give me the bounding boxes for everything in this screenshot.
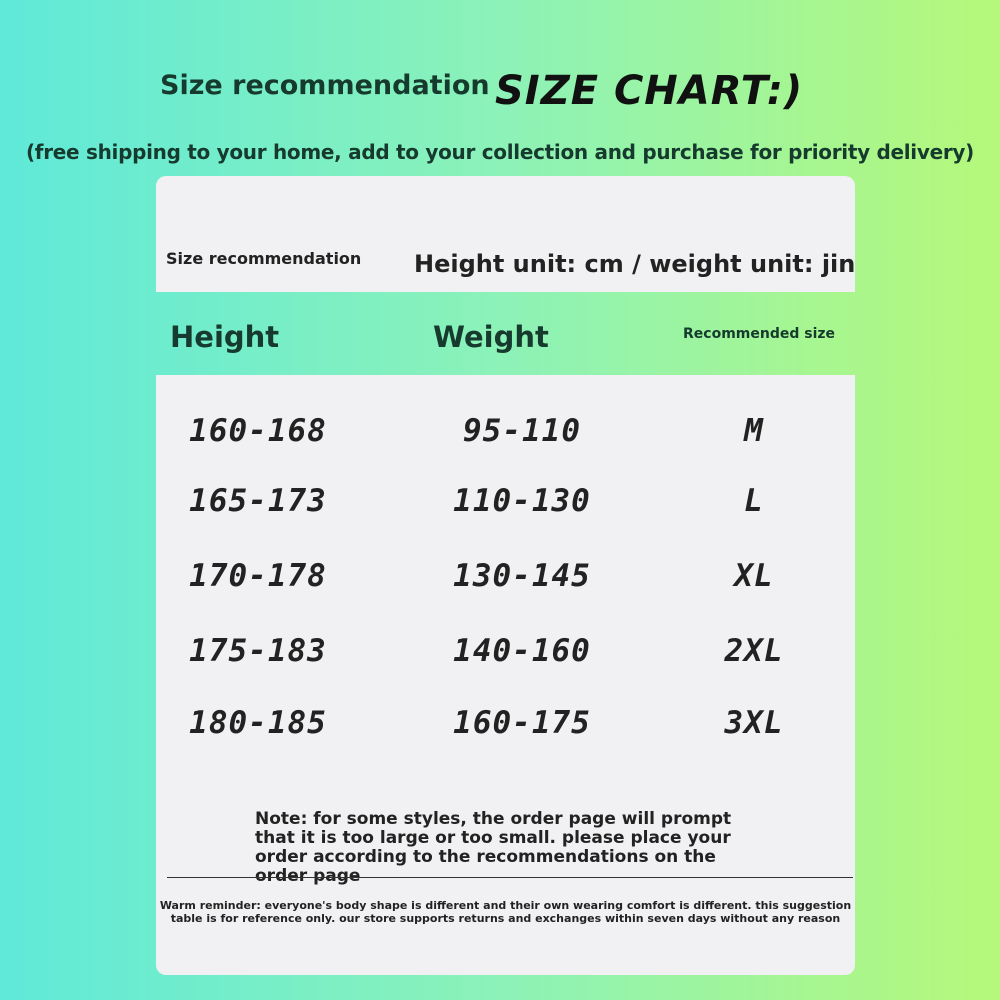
- table-cell: 130-145: [453, 558, 591, 594]
- header-label: Size recommendation: [160, 70, 490, 101]
- header-title: SIZE CHART:): [495, 68, 804, 114]
- subtitle: (free shipping to your home, add to your…: [25, 140, 975, 164]
- table-cell: 180-185: [189, 705, 327, 741]
- units: Height unit: cm / weight unit: jin: [414, 250, 856, 278]
- column-header: Height: [170, 320, 280, 354]
- table-cell: 175-183: [189, 633, 327, 669]
- card-body: [156, 375, 855, 975]
- table-cell: M: [744, 413, 764, 449]
- divider: [167, 877, 853, 878]
- table-cell: 160-168: [189, 413, 327, 449]
- column-header: Weight: [433, 320, 549, 354]
- table-cell: 3XL: [724, 705, 784, 741]
- reminder: Warm reminder: everyone's body shape is …: [159, 899, 852, 925]
- card-label: Size recommendation: [166, 249, 362, 268]
- column-header: Recommended size: [683, 326, 836, 342]
- table-cell: 110-130: [453, 483, 591, 519]
- note: Note: for some styles, the order page wi…: [255, 809, 732, 886]
- table-cell: L: [744, 483, 764, 519]
- table-cell: 95-110: [463, 413, 581, 449]
- table-cell: 2XL: [724, 633, 784, 669]
- card-top: [156, 176, 855, 292]
- table-cell: 165-173: [189, 483, 327, 519]
- table-cell: 160-175: [453, 705, 591, 741]
- table-cell: XL: [734, 558, 774, 594]
- table-cell: 170-178: [189, 558, 327, 594]
- table-cell: 140-160: [453, 633, 591, 669]
